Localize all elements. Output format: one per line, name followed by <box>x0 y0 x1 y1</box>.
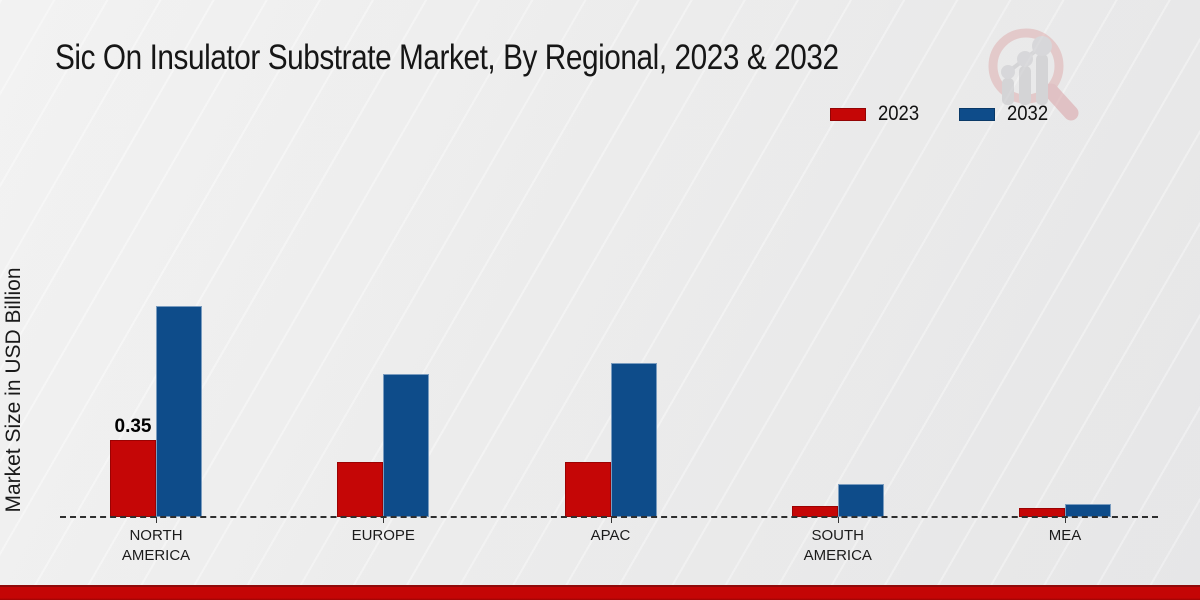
legend-label-2023: 2023 <box>878 102 920 125</box>
bar-2032-mea <box>1065 504 1111 517</box>
x-axis-tick-north-america <box>156 517 157 523</box>
x-axis-label-europe: EUROPE <box>351 527 415 544</box>
bar-2032-north-america <box>156 306 202 517</box>
bar-2023-north-america <box>110 440 156 517</box>
bar-2023-apac <box>564 462 611 517</box>
legend: 2023 2032 <box>830 102 1053 126</box>
footer-accent-strip <box>0 585 1200 600</box>
chart-title: Sic On Insulator Substrate Market, By Re… <box>55 38 839 77</box>
bar-2023-europe <box>337 462 384 517</box>
x-axis-tick-mea <box>1065 517 1066 523</box>
x-axis-tick-europe <box>383 517 385 523</box>
legend-swatch-2023 <box>830 107 866 121</box>
x-axis-label-apac: APAC <box>590 527 631 544</box>
x-axis-baseline <box>60 516 1158 518</box>
x-axis-tick-apac <box>610 517 612 523</box>
legend-label-2032: 2032 <box>1006 102 1048 125</box>
bar-2032-apac <box>610 363 657 517</box>
bar-2032-europe <box>383 374 430 517</box>
x-axis-label-south-america: SOUTH AMERICA <box>803 527 872 565</box>
legend-item-2032: 2032 <box>958 102 1054 126</box>
x-axis-label-north-america: NORTH AMERICA <box>121 527 191 565</box>
data-label-2023-north-america: 0.35 <box>114 416 152 437</box>
x-axis-label-mea: MEA <box>1048 527 1082 544</box>
bar-2032-south-america <box>837 484 884 517</box>
x-axis-tick-south-america <box>837 517 839 523</box>
bar-2023-mea <box>1019 508 1065 517</box>
bar-2023-south-america <box>791 506 838 517</box>
legend-item-2023: 2023 <box>830 102 925 126</box>
magnifier-bar-chart-logo-icon <box>988 28 1079 121</box>
legend-swatch-2032 <box>958 107 995 121</box>
